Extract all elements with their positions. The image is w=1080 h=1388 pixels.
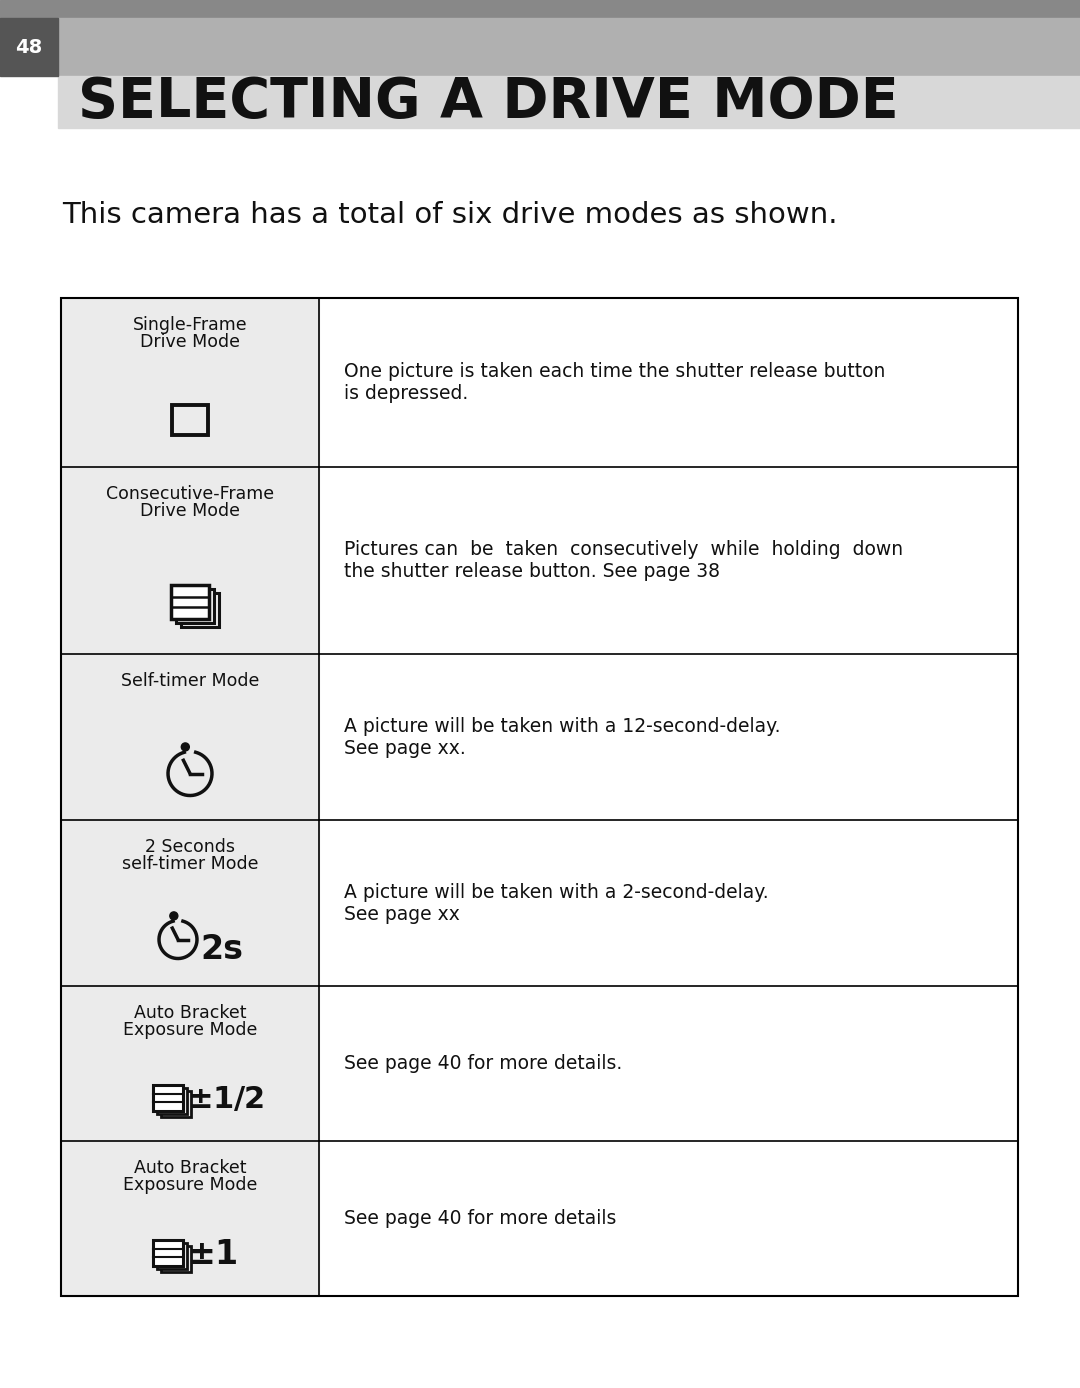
Text: self-timer Mode: self-timer Mode — [122, 855, 258, 873]
Bar — [60, 298, 319, 466]
Bar — [60, 985, 319, 1141]
Text: Consecutive-Frame: Consecutive-Frame — [106, 484, 274, 502]
Text: $\mathbf{\pm 1}$: $\mathbf{\pm 1}$ — [187, 1238, 238, 1271]
Text: See page 40 for more details: See page 40 for more details — [345, 1209, 617, 1228]
Text: A picture will be taken with a 12-second-delay.: A picture will be taken with a 12-second… — [345, 716, 781, 736]
Text: 48: 48 — [15, 37, 42, 57]
Bar — [60, 654, 319, 820]
Bar — [161, 1091, 191, 1116]
Bar — [0, 18, 58, 76]
Bar — [176, 589, 214, 623]
Text: See page 40 for more details.: See page 40 for more details. — [345, 1053, 622, 1073]
Text: See page xx: See page xx — [345, 905, 460, 923]
Text: This camera has a total of six drive modes as shown.: This camera has a total of six drive mod… — [62, 201, 837, 229]
Text: One picture is taken each time the shutter release button: One picture is taken each time the shutt… — [345, 362, 886, 380]
Bar — [60, 1141, 319, 1296]
Bar — [58, 18, 1080, 76]
Bar — [60, 298, 1018, 1296]
Text: Single-Frame: Single-Frame — [133, 316, 247, 335]
Bar — [58, 76, 1080, 128]
Text: Exposure Mode: Exposure Mode — [123, 1176, 257, 1194]
Text: 2 Seconds: 2 Seconds — [145, 838, 235, 856]
Text: $\mathbf{\pm 1/2}$: $\mathbf{\pm 1/2}$ — [187, 1085, 265, 1115]
Text: 2s: 2s — [200, 933, 243, 966]
Bar — [157, 1088, 187, 1113]
Bar — [171, 584, 210, 619]
Bar — [157, 1242, 187, 1269]
Text: Pictures can  be  taken  consecutively  while  holding  down: Pictures can be taken consecutively whil… — [345, 540, 903, 559]
Text: is depressed.: is depressed. — [345, 384, 469, 403]
Text: Drive Mode: Drive Mode — [140, 333, 240, 351]
Text: Auto Bracket: Auto Bracket — [134, 1159, 246, 1177]
Circle shape — [181, 743, 189, 751]
Text: Self-timer Mode: Self-timer Mode — [121, 672, 259, 690]
Bar — [60, 466, 319, 654]
Bar — [161, 1245, 191, 1271]
Circle shape — [170, 912, 178, 920]
Text: SELECTING A DRIVE MODE: SELECTING A DRIVE MODE — [78, 75, 899, 129]
Text: A picture will be taken with a 2-second-delay.: A picture will be taken with a 2-second-… — [345, 883, 769, 901]
Text: Exposure Mode: Exposure Mode — [123, 1022, 257, 1040]
Bar — [60, 820, 319, 985]
Bar — [181, 593, 219, 626]
Text: Auto Bracket: Auto Bracket — [134, 1004, 246, 1022]
Text: See page xx.: See page xx. — [345, 738, 465, 758]
Bar — [153, 1239, 183, 1266]
Text: the shutter release button. See page 38: the shutter release button. See page 38 — [345, 562, 720, 582]
Bar — [172, 405, 208, 434]
Text: Drive Mode: Drive Mode — [140, 502, 240, 520]
Bar — [153, 1084, 183, 1110]
Bar — [0, 0, 1080, 18]
